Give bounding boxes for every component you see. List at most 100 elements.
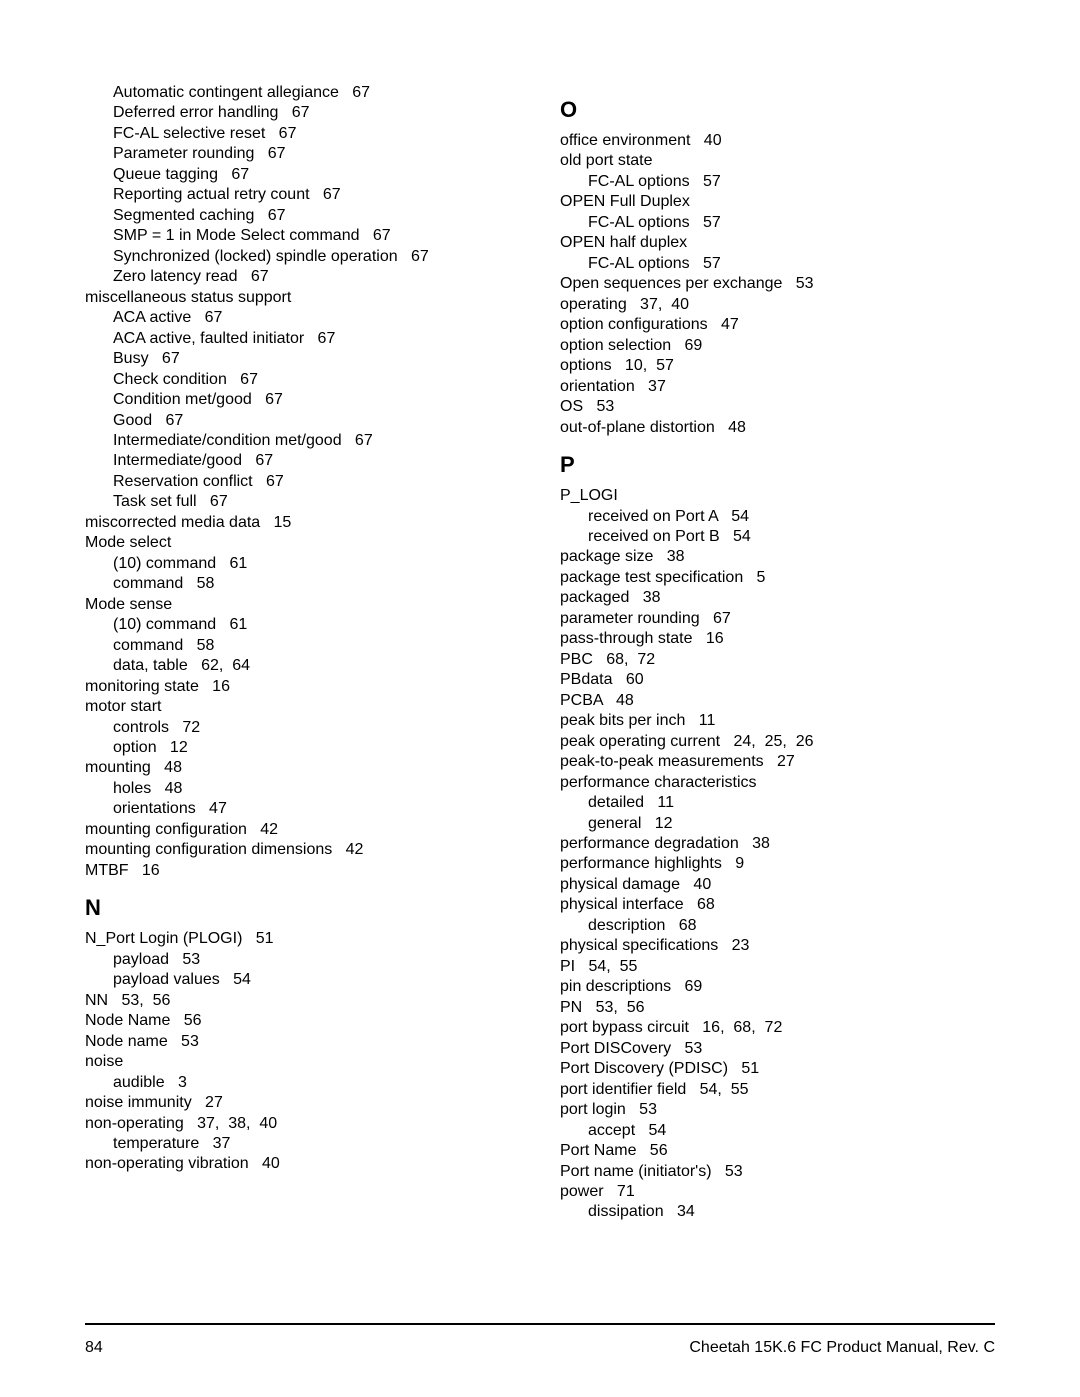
index-page-ref: 57 — [690, 255, 721, 272]
index-entry: Deferred error handling 67 — [85, 103, 520, 123]
index-page-ref: 68 — [684, 896, 715, 913]
index-entry: mounting configuration 42 — [85, 820, 520, 840]
index-entry: NN 53, 56 — [85, 991, 520, 1011]
index-page-ref: 67 — [227, 371, 258, 388]
index-term: peak bits per inch — [560, 712, 685, 729]
index-page-ref: 16 — [199, 678, 230, 695]
index-page-ref: 67 — [339, 84, 370, 101]
index-entry: (10) command 61 — [85, 554, 520, 574]
index-page-ref: 51 — [728, 1060, 759, 1077]
index-term: PI — [560, 958, 575, 975]
index-term: detailed — [588, 794, 644, 811]
index-page-ref: 56 — [170, 1012, 201, 1029]
index-entry: power 71 — [560, 1182, 995, 1202]
index-entry: option 12 — [85, 738, 520, 758]
index-term: command — [113, 575, 183, 592]
index-term: Port name (initiator's) — [560, 1163, 712, 1180]
index-entry: Mode sense — [85, 595, 520, 615]
index-page-ref: 67 — [218, 166, 249, 183]
index-term: mounting configuration dimensions — [85, 841, 332, 858]
index-page-ref: 3 — [165, 1074, 187, 1091]
index-page-ref: 51 — [242, 930, 273, 947]
index-page-ref: 56 — [636, 1142, 667, 1159]
index-term: parameter rounding — [560, 610, 700, 627]
index-term: PN — [560, 999, 582, 1016]
index-term: Node name — [85, 1033, 168, 1050]
index-page-ref: 67 — [310, 186, 341, 203]
index-term: dissipation — [588, 1203, 664, 1220]
index-entry: noise — [85, 1052, 520, 1072]
index-term: performance highlights — [560, 855, 722, 872]
index-page-ref: 12 — [157, 739, 188, 756]
footer: 84 Cheetah 15K.6 FC Product Manual, Rev.… — [85, 1339, 995, 1357]
index-entry: option selection 69 — [560, 336, 995, 356]
index-entry: FC-AL options 57 — [560, 213, 995, 233]
index-entry: motor start — [85, 697, 520, 717]
index-term: N_Port Login (PLOGI) — [85, 930, 242, 947]
index-term: FC-AL selective reset — [113, 125, 265, 142]
index-page-ref: 24, 25, 26 — [720, 733, 813, 750]
index-page-ref: 53 — [626, 1101, 657, 1118]
index-entry: PI 54, 55 — [560, 957, 995, 977]
index-term: FC-AL options — [588, 214, 690, 231]
index-term: pin descriptions — [560, 978, 671, 995]
index-page-ref: 67 — [253, 473, 284, 490]
index-page-ref: 53 — [583, 398, 614, 415]
index-page-ref: 67 — [197, 493, 228, 510]
index-page-ref: 15 — [260, 514, 291, 531]
index-term: accept — [588, 1122, 635, 1139]
index-page-ref: 62, 64 — [188, 657, 250, 674]
index-entry: Good 67 — [85, 411, 520, 431]
index-entry: performance highlights 9 — [560, 854, 995, 874]
index-page-ref: 40 — [690, 132, 721, 149]
index-term: mounting — [85, 759, 151, 776]
index-term: PCBA — [560, 692, 603, 709]
index-page-ref: 54 — [718, 508, 749, 525]
index-entry: monitoring state 16 — [85, 677, 520, 697]
index-entry: temperature 37 — [85, 1134, 520, 1154]
index-term: performance degradation — [560, 835, 739, 852]
index-term: NN — [85, 992, 108, 1009]
section-letter: O — [560, 97, 995, 123]
index-term: monitoring state — [85, 678, 199, 695]
index-page-ref: 5 — [743, 569, 765, 586]
index-page-ref: 40 — [249, 1155, 280, 1172]
index-entry: ACA active, faulted initiator 67 — [85, 329, 520, 349]
index-page-ref: 47 — [708, 316, 739, 333]
index-term: Synchronized (locked) spindle operation — [113, 248, 398, 265]
index-page-ref: 61 — [216, 555, 247, 572]
doc-title: Cheetah 15K.6 FC Product Manual, Rev. C — [689, 1339, 995, 1357]
index-entry: Mode select — [85, 533, 520, 553]
index-entry: OPEN Full Duplex — [560, 192, 995, 212]
index-entry: P_LOGI — [560, 486, 995, 506]
index-page-ref: 67 — [191, 309, 222, 326]
index-term: package size — [560, 548, 653, 565]
index-page-ref: 67 — [254, 207, 285, 224]
index-term: non-operating — [85, 1115, 184, 1132]
index-term: MTBF — [85, 862, 129, 879]
section-letter: N — [85, 895, 520, 921]
index-term: Reservation conflict — [113, 473, 253, 490]
index-entry: performance degradation 38 — [560, 834, 995, 854]
index-page-ref: 48 — [151, 780, 182, 797]
index-term: old port state — [560, 152, 653, 169]
index-page-ref: 16 — [129, 862, 160, 879]
index-entry: payload 53 — [85, 950, 520, 970]
index-entry: Reporting actual retry count 67 — [85, 185, 520, 205]
index-term: FC-AL options — [588, 255, 690, 272]
index-entry: command 58 — [85, 636, 520, 656]
index-term: orientations — [113, 800, 196, 817]
index-entry: Port Name 56 — [560, 1141, 995, 1161]
index-entry: Condition met/good 67 — [85, 390, 520, 410]
index-page-ref: 67 — [278, 104, 309, 121]
index-term: ACA active — [113, 309, 191, 326]
index-term: Port Name — [560, 1142, 636, 1159]
index-page-ref: 58 — [183, 575, 214, 592]
index-term: temperature — [113, 1135, 199, 1152]
index-page-ref: 54 — [720, 528, 751, 545]
index-entry: non-operating 37, 38, 40 — [85, 1114, 520, 1134]
index-term: miscellaneous status support — [85, 289, 291, 306]
index-term: physical damage — [560, 876, 680, 893]
index-term: Condition met/good — [113, 391, 252, 408]
index-term: SMP = 1 in Mode Select command — [113, 227, 360, 244]
